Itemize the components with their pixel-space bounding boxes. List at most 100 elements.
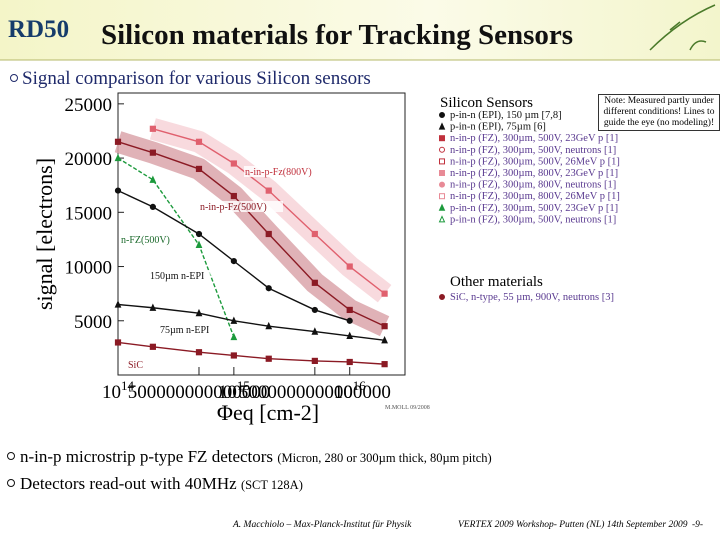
marker xyxy=(381,361,388,368)
marker xyxy=(230,160,237,167)
y-tick-label: 20000 xyxy=(65,149,113,170)
y-tick-label: 5000 xyxy=(74,312,112,333)
x-tick-label: 1015 xyxy=(218,378,250,403)
line xyxy=(117,303,385,341)
slide-title: Silicon materials for Tracking Sensors xyxy=(101,19,573,51)
marker xyxy=(439,193,445,200)
marker xyxy=(346,331,354,340)
marker xyxy=(346,263,353,270)
bullet-main: n-in-p microstrip p-type FZ detectors xyxy=(20,447,273,466)
x-axis-label: Φeq [cm-2] xyxy=(217,400,319,425)
x-tick-label: 1014 xyxy=(102,378,135,403)
marker xyxy=(149,149,156,156)
series-label: n-in-p-Fz(500V) xyxy=(200,202,267,213)
marker xyxy=(114,153,122,162)
marker xyxy=(346,317,353,324)
series-label: n-in-p-Fz(800V) xyxy=(245,167,312,178)
legend-label: n-in-p (FZ), 300µm, 800V, 26MeV p [1] xyxy=(450,191,620,202)
marker xyxy=(230,316,238,324)
bullet-main: Detectors read-out with 40MHz xyxy=(20,474,237,493)
bullet-detail: (Micron, 280 or 300µm thick, 80µm pitch) xyxy=(277,451,491,465)
marker xyxy=(439,170,445,176)
credit: M.MOLL 09/2008 xyxy=(385,405,430,411)
legend-label: p-in-n (FZ), 300µm, 500V, neutrons [1] xyxy=(450,214,616,225)
series-label: 75µm n-EPI xyxy=(160,325,209,336)
y-tick-label: 25000 xyxy=(65,95,113,116)
header-bg xyxy=(0,0,720,60)
label-bg xyxy=(127,359,144,370)
marker xyxy=(114,138,122,145)
note-box: Note: Measured partly under different co… xyxy=(598,94,720,131)
legend-label: n-in-p (FZ), 300µm, 800V, neutrons [1] xyxy=(450,180,616,191)
x-tick-label: 500000000000000 xyxy=(128,382,271,403)
line xyxy=(117,157,235,338)
bullet-text: n-in-p microstrip p-type FZ detectors (M… xyxy=(20,447,492,466)
marker xyxy=(265,355,272,362)
subtitle: Signal comparison for various Silicon se… xyxy=(22,68,371,89)
marker xyxy=(149,125,156,132)
marker xyxy=(346,358,353,366)
legend-label: n-in-p (FZ), 300µm, 500V, neutrons [1] xyxy=(450,145,616,156)
marker xyxy=(265,321,273,330)
marker xyxy=(438,215,446,223)
marker xyxy=(265,285,272,292)
legend-title: Silicon Sensors xyxy=(440,95,533,111)
marker xyxy=(195,349,203,356)
marker xyxy=(195,308,203,317)
marker xyxy=(114,339,122,346)
marker xyxy=(195,165,203,173)
label-bg xyxy=(120,234,176,245)
legend-label: n-in-p (FZ), 300µm, 500V, 23GeV p [1] xyxy=(450,133,618,144)
marker xyxy=(311,306,318,314)
footer-event: VERTEX 2009 Workshop- Putten (NL) 14th S… xyxy=(458,519,688,530)
marker xyxy=(381,323,388,330)
marker xyxy=(195,240,203,248)
marker xyxy=(149,303,157,311)
marker xyxy=(230,352,237,359)
label-bg xyxy=(149,270,211,281)
marker xyxy=(381,335,388,344)
marker xyxy=(230,192,237,200)
marker xyxy=(439,112,445,118)
plot-layer xyxy=(114,118,392,368)
label-bg xyxy=(244,166,328,177)
bullet-text: Detectors read-out with 40MHz (SCT 128A) xyxy=(20,474,303,493)
marker xyxy=(439,181,445,188)
y-tick-label: 10000 xyxy=(65,258,113,279)
line xyxy=(117,341,385,365)
footer-author: A. Macchiolo – Max-Planck-Institut für P… xyxy=(232,519,412,530)
marker xyxy=(311,279,318,286)
legend-label: n-in-p (FZ), 300µm, 500V, 26MeV p [1] xyxy=(450,156,620,167)
legend-label: n-in-p (FZ), 300µm, 800V, 23GeV p [1] xyxy=(450,168,618,179)
tick-base: 10 xyxy=(218,382,237,403)
marker xyxy=(195,230,203,238)
marker xyxy=(438,203,446,211)
legend-label: p-in-n (EPI), 75µm [6] xyxy=(450,122,546,133)
marker xyxy=(265,187,272,194)
y-axis-label: signal [electrons] xyxy=(32,158,57,310)
marker xyxy=(438,122,446,130)
x-tick-label: 1016 xyxy=(334,378,367,403)
tick-base: 10 xyxy=(102,382,121,403)
y-tick-label: 15000 xyxy=(65,203,113,224)
label-bg xyxy=(159,324,215,335)
marker xyxy=(230,258,237,265)
marker xyxy=(149,343,156,350)
marker xyxy=(311,230,318,238)
marker xyxy=(195,138,203,145)
label-bg xyxy=(199,201,283,212)
series-label: SiC xyxy=(128,360,143,371)
marker xyxy=(149,175,157,183)
marker xyxy=(439,146,445,153)
marker xyxy=(114,300,122,308)
marker xyxy=(439,135,445,142)
series-label: 150µm n-EPI xyxy=(150,271,204,282)
marker xyxy=(346,306,353,314)
tick-base: 10 xyxy=(334,382,353,403)
tick-exp: 14 xyxy=(121,378,135,393)
marker xyxy=(311,327,319,335)
legend-title: Other materials xyxy=(450,274,543,290)
x-tick-label: 5000000000000000 xyxy=(239,382,391,403)
bullet-icon xyxy=(7,479,15,487)
